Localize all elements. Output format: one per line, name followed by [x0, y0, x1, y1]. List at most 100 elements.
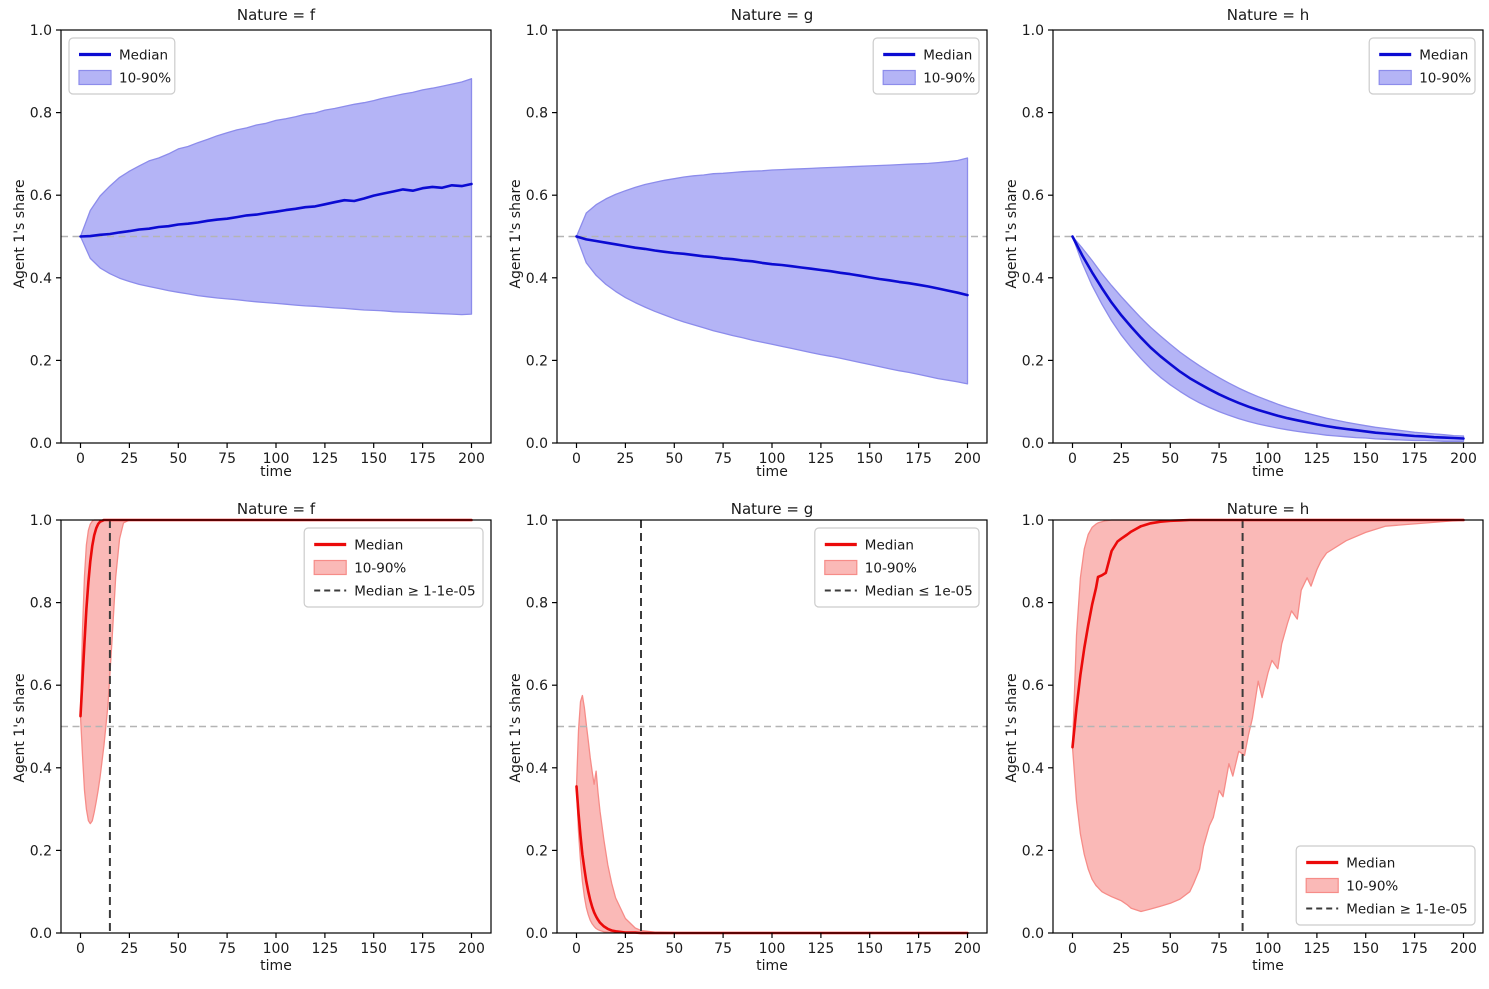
x-tick-label: 50	[169, 941, 187, 957]
legend-band-sample	[1378, 69, 1412, 86]
plot-area-top-g: 0 25 50 75 100 125 150 175 200 0.0 0.2 0.4 0.6 0.8 1.0…	[526, 23, 988, 467]
x-tick-label: 25	[616, 451, 634, 467]
chart-title: Nature = g	[730, 500, 814, 518]
x-tick-label: 0	[1068, 941, 1077, 957]
x-axis-label: time	[1252, 958, 1284, 974]
legend-label: Median	[1419, 48, 1468, 64]
legend-band-sample	[313, 559, 347, 576]
legend-label: Median	[923, 48, 972, 64]
chart-title: Nature = h	[1226, 6, 1310, 24]
x-tick-label: 25	[1112, 941, 1130, 957]
x-tick-label: 75	[1210, 451, 1228, 467]
y-tick-label: 0.2	[1022, 843, 1044, 859]
x-tick-label: 0	[1068, 451, 1077, 467]
y-axis-label: Agent 1's share	[1004, 179, 1020, 289]
y-tick-label: 0.0	[526, 436, 548, 452]
subplot-bottom-nature-g: 0 25 50 75 100 125 150 175 200 0.0 0.2 0.4 0.6 0.8 1.0…	[496, 494, 992, 989]
legend-box	[814, 527, 980, 608]
legend-box	[303, 527, 484, 608]
x-tick-label: 100	[759, 941, 786, 957]
x-tick-label: 150	[856, 941, 883, 957]
median-line	[1071, 235, 1465, 440]
y-tick-label: 1.0	[526, 23, 548, 39]
y-tick-label: 0.2	[526, 353, 548, 369]
x-tick-label: 50	[665, 451, 683, 467]
y-tick-label: 0.0	[30, 926, 52, 942]
x-tick-label: 50	[1161, 451, 1179, 467]
x-tick-label: 100	[263, 941, 290, 957]
subplot-top-nature-h: 0 25 50 75 100 125 150 175 200 0.0 0.2 0.4 0.6 0.8 1.0…	[992, 0, 1489, 494]
x-axis-label: time	[756, 464, 788, 480]
legend-label: 10-90%	[865, 561, 917, 577]
x-tick-label: 75	[218, 451, 236, 467]
x-tick-label: 125	[1304, 451, 1331, 467]
x-tick-label: 175	[1401, 941, 1428, 957]
x-axis-label: time	[1252, 464, 1284, 480]
legend-band-sample	[1305, 877, 1339, 894]
band-10-90	[575, 694, 969, 934]
x-tick-label: 200	[458, 451, 485, 467]
legend-label: Median	[865, 538, 914, 554]
legend-box	[1295, 845, 1476, 926]
x-tick-label: 175	[905, 941, 932, 957]
y-tick-label: 0.8	[526, 596, 548, 612]
chart-title: Nature = h	[1226, 500, 1310, 518]
chart-title: Nature = g	[730, 6, 814, 24]
legend-label: 10-90%	[119, 71, 171, 87]
band-10-90	[1071, 235, 1465, 442]
plot-area-bottom-f: 0 25 50 75 100 125 150 175 200 0.0 0.2 0.4 0.6 0.8 1.0…	[30, 513, 492, 957]
x-tick-label: 100	[759, 451, 786, 467]
x-tick-label: 75	[714, 451, 732, 467]
legend-label: Median	[1346, 856, 1395, 872]
y-tick-label: 0.8	[30, 596, 52, 612]
plot-area-top-h: 0 25 50 75 100 125 150 175 200 0.0 0.2 0.4 0.6 0.8 1.0…	[1022, 23, 1484, 467]
x-tick-label: 175	[1401, 451, 1428, 467]
x-tick-label: 100	[263, 451, 290, 467]
y-tick-label: 0.0	[526, 926, 548, 942]
subplot-top-nature-f: 0 25 50 75 100 125 150 175 200 0.0 0.2 0.4 0.6 0.8 1.0…	[0, 0, 496, 494]
y-axis-label: Agent 1's share	[12, 673, 28, 783]
legend-label: Median	[354, 538, 403, 554]
y-tick-label: 0.6	[526, 678, 548, 694]
y-tick-label: 0.0	[1022, 436, 1044, 452]
y-tick-label: 0.4	[1022, 761, 1044, 777]
x-tick-label: 150	[856, 451, 883, 467]
y-tick-label: 1.0	[526, 513, 548, 529]
median-line	[575, 235, 969, 297]
legend-band-sample	[78, 69, 112, 86]
y-tick-label: 0.4	[526, 761, 548, 777]
y-tick-label: 0.2	[1022, 353, 1044, 369]
median-line	[575, 785, 969, 935]
x-tick-label: 125	[1304, 941, 1331, 957]
x-tick-label: 150	[1352, 451, 1379, 467]
y-axis-label: Agent 1's share	[508, 673, 524, 783]
x-tick-label: 50	[1161, 941, 1179, 957]
y-tick-label: 0.8	[1022, 596, 1044, 612]
chart-title: Nature = f	[236, 500, 316, 518]
y-tick-label: 0.6	[30, 678, 52, 694]
plot-area-top-f: 0 25 50 75 100 125 150 175 200 0.0 0.2 0.4 0.6 0.8 1.0…	[30, 23, 492, 467]
subplot-bottom-nature-h: 0 25 50 75 100 125 150 175 200 0.0 0.2 0.4 0.6 0.8 1.0…	[992, 494, 1489, 989]
y-axis-label: Agent 1's share	[1004, 673, 1020, 783]
x-axis-label: time	[756, 958, 788, 974]
x-tick-label: 100	[1255, 941, 1282, 957]
x-tick-label: 25	[120, 941, 138, 957]
x-tick-label: 150	[360, 451, 387, 467]
legend-label: Median ≥ 1-1e-05	[1346, 902, 1467, 918]
x-tick-label: 175	[409, 451, 436, 467]
band-10-90	[79, 78, 473, 316]
y-tick-label: 0.0	[30, 436, 52, 452]
x-tick-label: 175	[905, 451, 932, 467]
x-tick-label: 125	[312, 451, 339, 467]
x-tick-label: 125	[808, 451, 835, 467]
legend-label: Median ≥ 1-1e-05	[354, 584, 475, 600]
x-tick-label: 0	[572, 941, 581, 957]
legend-band-sample	[882, 69, 916, 86]
x-tick-label: 200	[954, 941, 981, 957]
x-tick-label: 200	[1450, 451, 1477, 467]
x-tick-label: 0	[76, 941, 85, 957]
legend-label: 10-90%	[354, 561, 406, 577]
x-tick-label: 150	[360, 941, 387, 957]
legend-band-sample	[824, 559, 858, 576]
subplot-bottom-nature-f: 0 25 50 75 100 125 150 175 200 0.0 0.2 0.4 0.6 0.8 1.0…	[0, 494, 496, 989]
